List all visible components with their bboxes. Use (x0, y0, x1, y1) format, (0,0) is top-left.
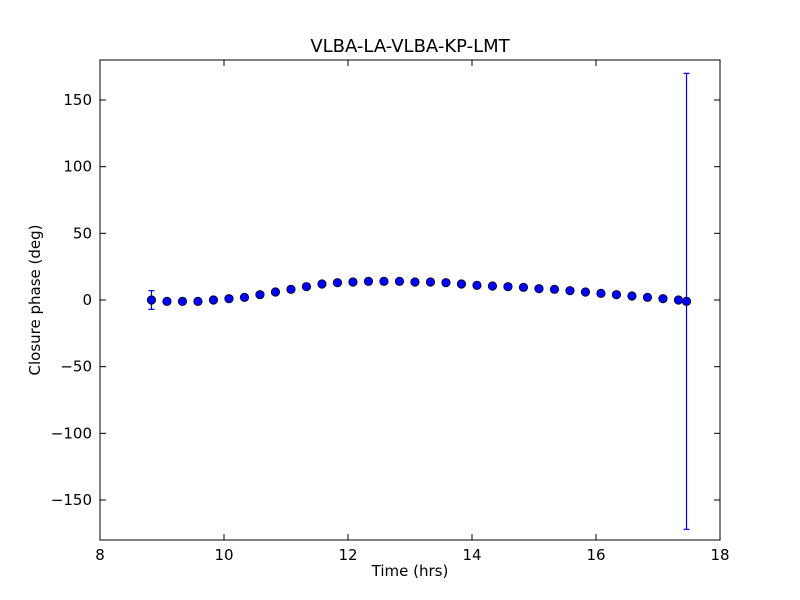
data-point (681, 296, 692, 306)
data-point (193, 296, 203, 306)
y-tick-label: 150 (63, 91, 92, 109)
data-point (410, 277, 420, 287)
data-point (673, 295, 684, 305)
data-point (348, 277, 358, 287)
data-point (332, 278, 343, 288)
y-tick-label: 50 (73, 224, 92, 242)
y-tick-label: 0 (82, 291, 92, 309)
data-point (286, 284, 296, 294)
data-point (658, 294, 668, 304)
y-axis-label: Closure phase (deg) (26, 225, 44, 376)
data-point (301, 282, 312, 292)
data-point (379, 276, 389, 286)
data-point (549, 284, 560, 294)
y-tick-label: −50 (60, 358, 92, 376)
x-axis: 8 10 12 14 16 18 (95, 60, 730, 564)
data-point (627, 291, 637, 301)
y-tick-label: −150 (51, 491, 92, 509)
data-point (394, 276, 405, 286)
data-point (565, 286, 575, 296)
data-point (177, 296, 188, 306)
data-point (363, 276, 374, 286)
plot-frame (99, 59, 721, 541)
data-point (162, 296, 172, 306)
data-point (534, 284, 544, 294)
data-point (596, 288, 606, 298)
data-point (239, 292, 250, 302)
x-tick-label: 10 (214, 546, 233, 564)
data-point (224, 294, 234, 304)
data-point (270, 287, 281, 297)
data-point (146, 295, 157, 305)
chart-title: VLBA-LA-VLBA-KP-LMT (310, 36, 510, 57)
data-point (255, 290, 265, 300)
y-tick-label: 100 (63, 158, 92, 176)
data-point (503, 282, 513, 292)
data-point (425, 277, 436, 287)
data-point (611, 290, 622, 300)
data-point (317, 279, 327, 289)
data-point (487, 281, 498, 291)
x-tick-label: 8 (95, 546, 105, 564)
data-point (518, 282, 529, 292)
data-point (456, 279, 467, 289)
x-tick-label: 18 (710, 546, 729, 564)
y-axis: 150 100 50 0 −50 −100 −150 (51, 91, 720, 509)
x-tick-label: 12 (338, 546, 357, 564)
data-point (441, 278, 451, 288)
data-point (208, 295, 219, 305)
data-point (472, 280, 482, 290)
x-tick-label: 14 (462, 546, 481, 564)
x-axis-label: Time (hrs) (371, 562, 449, 580)
x-tick-label: 16 (586, 546, 605, 564)
y-tick-label: −100 (51, 424, 92, 442)
data-point (580, 287, 591, 297)
data-point (642, 292, 653, 302)
points-layer (146, 276, 692, 306)
